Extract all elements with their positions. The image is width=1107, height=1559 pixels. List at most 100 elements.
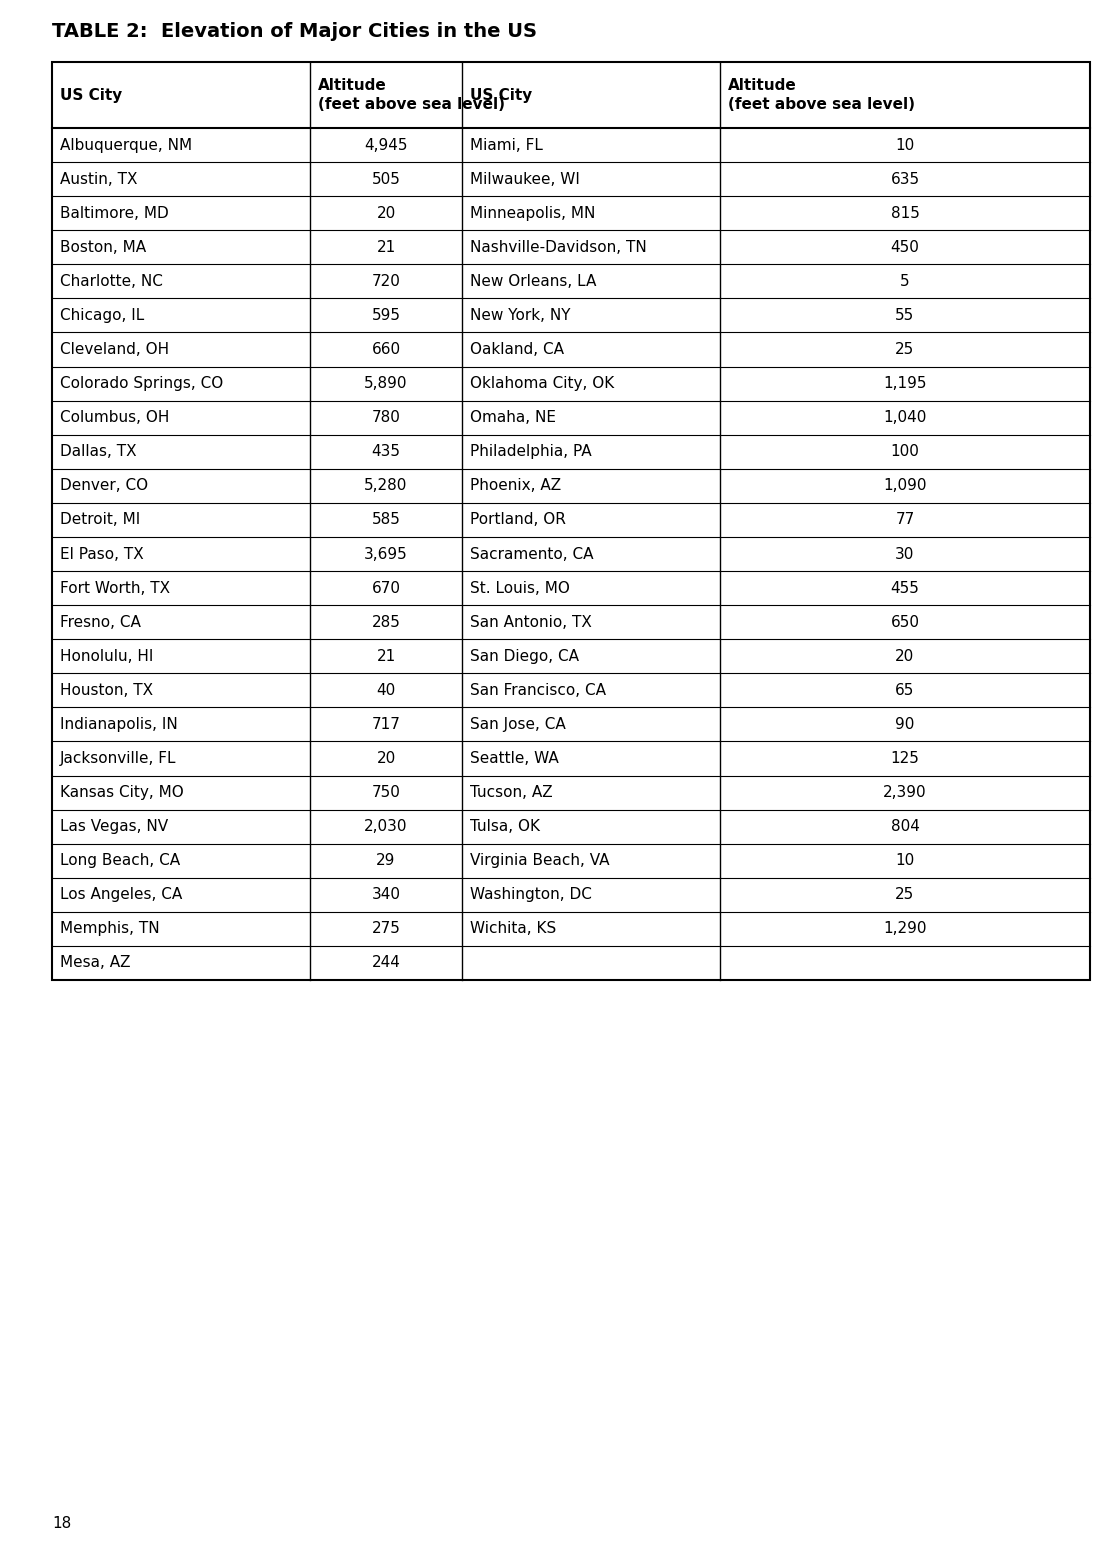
Text: San Antonio, TX: San Antonio, TX	[470, 614, 592, 630]
Text: Fort Worth, TX: Fort Worth, TX	[60, 580, 170, 596]
Text: El Paso, TX: El Paso, TX	[60, 547, 144, 561]
Text: Dallas, TX: Dallas, TX	[60, 444, 136, 460]
Text: Cleveland, OH: Cleveland, OH	[60, 341, 169, 357]
Text: 10: 10	[896, 853, 914, 868]
Text: Kansas City, MO: Kansas City, MO	[60, 786, 184, 800]
Text: Altitude
(feet above sea level): Altitude (feet above sea level)	[318, 78, 505, 112]
Text: 125: 125	[890, 751, 920, 765]
Text: Fresno, CA: Fresno, CA	[60, 614, 141, 630]
Text: 660: 660	[372, 341, 401, 357]
Text: 450: 450	[890, 240, 920, 254]
Text: 5,890: 5,890	[364, 376, 407, 391]
Text: Jacksonville, FL: Jacksonville, FL	[60, 751, 176, 765]
Text: 21: 21	[376, 649, 395, 664]
Text: Sacramento, CA: Sacramento, CA	[470, 547, 593, 561]
Bar	[52, 62, 1090, 981]
Text: 25: 25	[896, 341, 914, 357]
Text: 77: 77	[896, 513, 914, 527]
Text: Milwaukee, WI: Milwaukee, WI	[470, 171, 580, 187]
Text: 5,280: 5,280	[364, 479, 407, 493]
Text: 670: 670	[372, 580, 401, 596]
Text: Phoenix, AZ: Phoenix, AZ	[470, 479, 561, 493]
Text: US City: US City	[470, 87, 532, 103]
Text: San Diego, CA: San Diego, CA	[470, 649, 579, 664]
Text: 1,195: 1,195	[883, 376, 927, 391]
Text: Oklahoma City, OK: Oklahoma City, OK	[470, 376, 614, 391]
Text: 40: 40	[376, 683, 395, 698]
Text: St. Louis, MO: St. Louis, MO	[470, 580, 570, 596]
Text: Chicago, IL: Chicago, IL	[60, 309, 144, 323]
Text: Honolulu, HI: Honolulu, HI	[60, 649, 154, 664]
Text: San Francisco, CA: San Francisco, CA	[470, 683, 606, 698]
Text: TABLE 2:  Elevation of Major Cities in the US: TABLE 2: Elevation of Major Cities in th…	[52, 22, 537, 41]
Text: Philadelphia, PA: Philadelphia, PA	[470, 444, 591, 460]
Text: 435: 435	[372, 444, 401, 460]
Text: Mesa, AZ: Mesa, AZ	[60, 956, 131, 970]
Text: 10: 10	[896, 137, 914, 153]
Text: 780: 780	[372, 410, 401, 426]
Text: New York, NY: New York, NY	[470, 309, 570, 323]
Text: Colorado Springs, CO: Colorado Springs, CO	[60, 376, 224, 391]
Text: New Orleans, LA: New Orleans, LA	[470, 274, 597, 288]
Text: 4,945: 4,945	[364, 137, 407, 153]
Text: 585: 585	[372, 513, 401, 527]
Text: Austin, TX: Austin, TX	[60, 171, 137, 187]
Text: Las Vegas, NV: Las Vegas, NV	[60, 818, 168, 834]
Text: Miami, FL: Miami, FL	[470, 137, 542, 153]
Text: 18: 18	[52, 1515, 71, 1531]
Text: 1,090: 1,090	[883, 479, 927, 493]
Text: 20: 20	[376, 751, 395, 765]
Text: Memphis, TN: Memphis, TN	[60, 921, 159, 937]
Text: Los Angeles, CA: Los Angeles, CA	[60, 887, 183, 903]
Text: 3,695: 3,695	[364, 547, 407, 561]
Text: 25: 25	[896, 887, 914, 903]
Text: 65: 65	[896, 683, 914, 698]
Text: 244: 244	[372, 956, 401, 970]
Text: Virginia Beach, VA: Virginia Beach, VA	[470, 853, 610, 868]
Text: 2,390: 2,390	[883, 786, 927, 800]
Text: 5: 5	[900, 274, 910, 288]
Text: 455: 455	[890, 580, 920, 596]
Text: 505: 505	[372, 171, 401, 187]
Text: Tulsa, OK: Tulsa, OK	[470, 818, 540, 834]
Text: San Jose, CA: San Jose, CA	[470, 717, 566, 731]
Text: 650: 650	[890, 614, 920, 630]
Text: 804: 804	[890, 818, 920, 834]
Text: Seattle, WA: Seattle, WA	[470, 751, 559, 765]
Text: 30: 30	[896, 547, 914, 561]
Text: Nashville-Davidson, TN: Nashville-Davidson, TN	[470, 240, 646, 254]
Text: 1,290: 1,290	[883, 921, 927, 937]
Text: 340: 340	[372, 887, 401, 903]
Text: Altitude
(feet above sea level): Altitude (feet above sea level)	[728, 78, 915, 112]
Text: 1,040: 1,040	[883, 410, 927, 426]
Text: Long Beach, CA: Long Beach, CA	[60, 853, 180, 868]
Text: Minneapolis, MN: Minneapolis, MN	[470, 206, 596, 221]
Text: 90: 90	[896, 717, 914, 731]
Text: 720: 720	[372, 274, 401, 288]
Text: 275: 275	[372, 921, 401, 937]
Text: 717: 717	[372, 717, 401, 731]
Text: 750: 750	[372, 786, 401, 800]
Text: Boston, MA: Boston, MA	[60, 240, 146, 254]
Text: Washington, DC: Washington, DC	[470, 887, 592, 903]
Text: 29: 29	[376, 853, 395, 868]
Text: Denver, CO: Denver, CO	[60, 479, 148, 493]
Text: 2,030: 2,030	[364, 818, 407, 834]
Text: Detroit, MI: Detroit, MI	[60, 513, 141, 527]
Text: Portland, OR: Portland, OR	[470, 513, 566, 527]
Text: Baltimore, MD: Baltimore, MD	[60, 206, 168, 221]
Text: 21: 21	[376, 240, 395, 254]
Text: Omaha, NE: Omaha, NE	[470, 410, 556, 426]
Text: Wichita, KS: Wichita, KS	[470, 921, 556, 937]
Text: 55: 55	[896, 309, 914, 323]
Text: 595: 595	[372, 309, 401, 323]
Text: 100: 100	[890, 444, 920, 460]
Text: Charlotte, NC: Charlotte, NC	[60, 274, 163, 288]
Text: 815: 815	[890, 206, 920, 221]
Text: Oakland, CA: Oakland, CA	[470, 341, 563, 357]
Text: Indianapolis, IN: Indianapolis, IN	[60, 717, 178, 731]
Text: 20: 20	[896, 649, 914, 664]
Text: 635: 635	[890, 171, 920, 187]
Text: 285: 285	[372, 614, 401, 630]
Text: 20: 20	[376, 206, 395, 221]
